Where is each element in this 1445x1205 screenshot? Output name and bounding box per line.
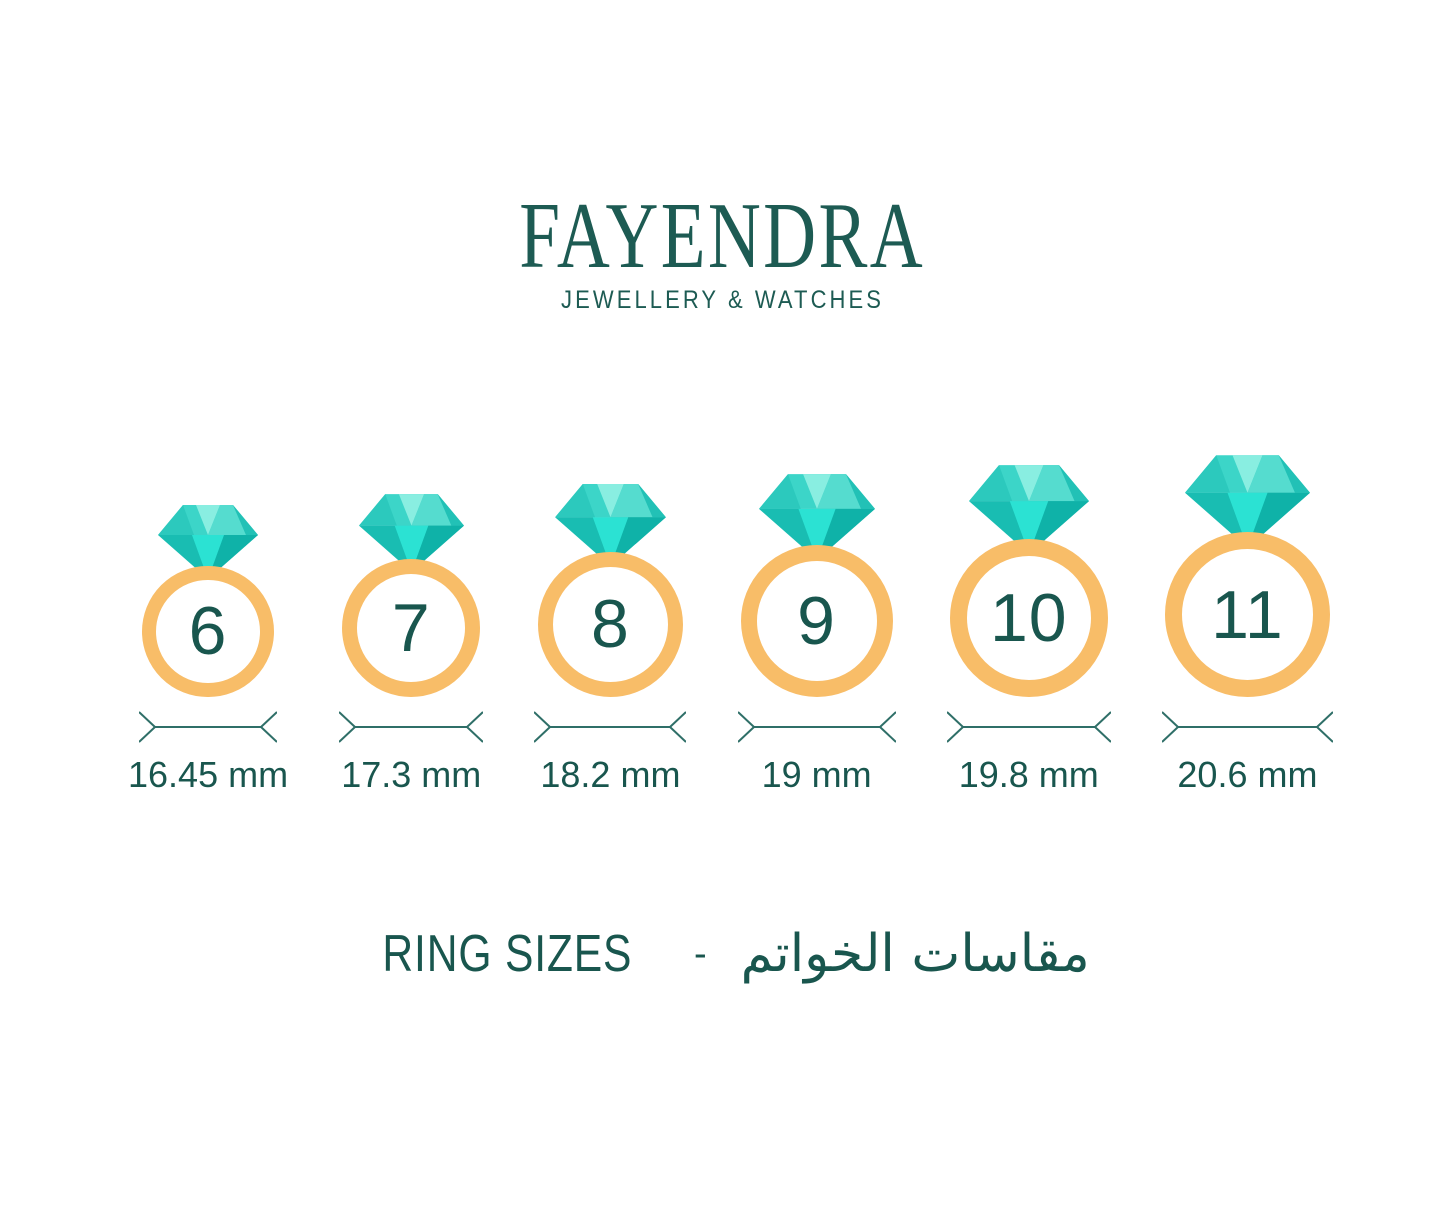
ring-size-number: 6 — [188, 593, 228, 670]
diameter-arrow-icon — [534, 711, 687, 743]
diameter-arrow-icon — [946, 711, 1111, 743]
ring-size-number: 11 — [1211, 576, 1284, 653]
diamond-icon — [555, 483, 666, 566]
diameter-arrow-icon — [1161, 711, 1333, 743]
ring-band: 6 — [142, 565, 274, 698]
ring-size-number: 9 — [797, 583, 836, 660]
ring-size-item: 11 20.6 mm — [1161, 455, 1333, 798]
ring-band: 9 — [740, 545, 893, 698]
ring-size-item: 9 19 mm — [737, 474, 896, 798]
diameter-label: 19 mm — [761, 754, 872, 796]
diameter-label: 19.8 mm — [958, 754, 1099, 796]
diameter-label: 17.3 mm — [341, 754, 482, 796]
diamond-icon — [358, 493, 464, 572]
ring-band: 11 — [1165, 532, 1330, 698]
diameter-arrow-icon — [737, 711, 896, 743]
ring-band: 8 — [537, 551, 684, 698]
brand-logo: FAYENDRA — [519, 184, 926, 288]
chart-title-arabic: مقاسات الخواتم — [740, 924, 1090, 985]
ring-size-number: 10 — [989, 579, 1068, 656]
brand-header: FAYENDRA JEWELLERY & WATCHES — [0, 0, 1445, 315]
chart-title-english: RING SIZES — [382, 925, 633, 984]
ring-size-item: 10 19.8 mm — [946, 464, 1111, 798]
chart-title-separator: - — [693, 932, 707, 975]
ring-size-number: 7 — [391, 589, 431, 666]
rings-row: 6 16.45 mm 7 17.3 mm 8 18.2 mm 9 19 mm 10 19.8 mm… — [128, 455, 1333, 798]
diameter-arrow-icon — [339, 711, 484, 743]
ring-size-item: 7 17.3 mm — [339, 493, 484, 798]
brand-tagline: JEWELLERY & WATCHES — [0, 286, 1445, 315]
diameter-label: 20.6 mm — [1177, 754, 1318, 796]
diameter-arrow-icon — [139, 711, 278, 743]
ring-size-item: 8 18.2 mm — [534, 483, 687, 799]
diamond-icon — [968, 464, 1089, 554]
ring-size-item: 6 16.45 mm — [128, 504, 289, 799]
brand-tagline-text: JEWELLERY & WATCHES — [560, 286, 884, 315]
diameter-label: 18.2 mm — [540, 754, 681, 796]
ring-band: 7 — [342, 558, 481, 698]
chart-title: RING SIZES - مقاسات الخواتم — [0, 924, 1445, 984]
diameter-label: 16.45 mm — [128, 754, 289, 796]
ring-band: 10 — [949, 538, 1108, 698]
ring-size-number: 8 — [591, 586, 630, 663]
